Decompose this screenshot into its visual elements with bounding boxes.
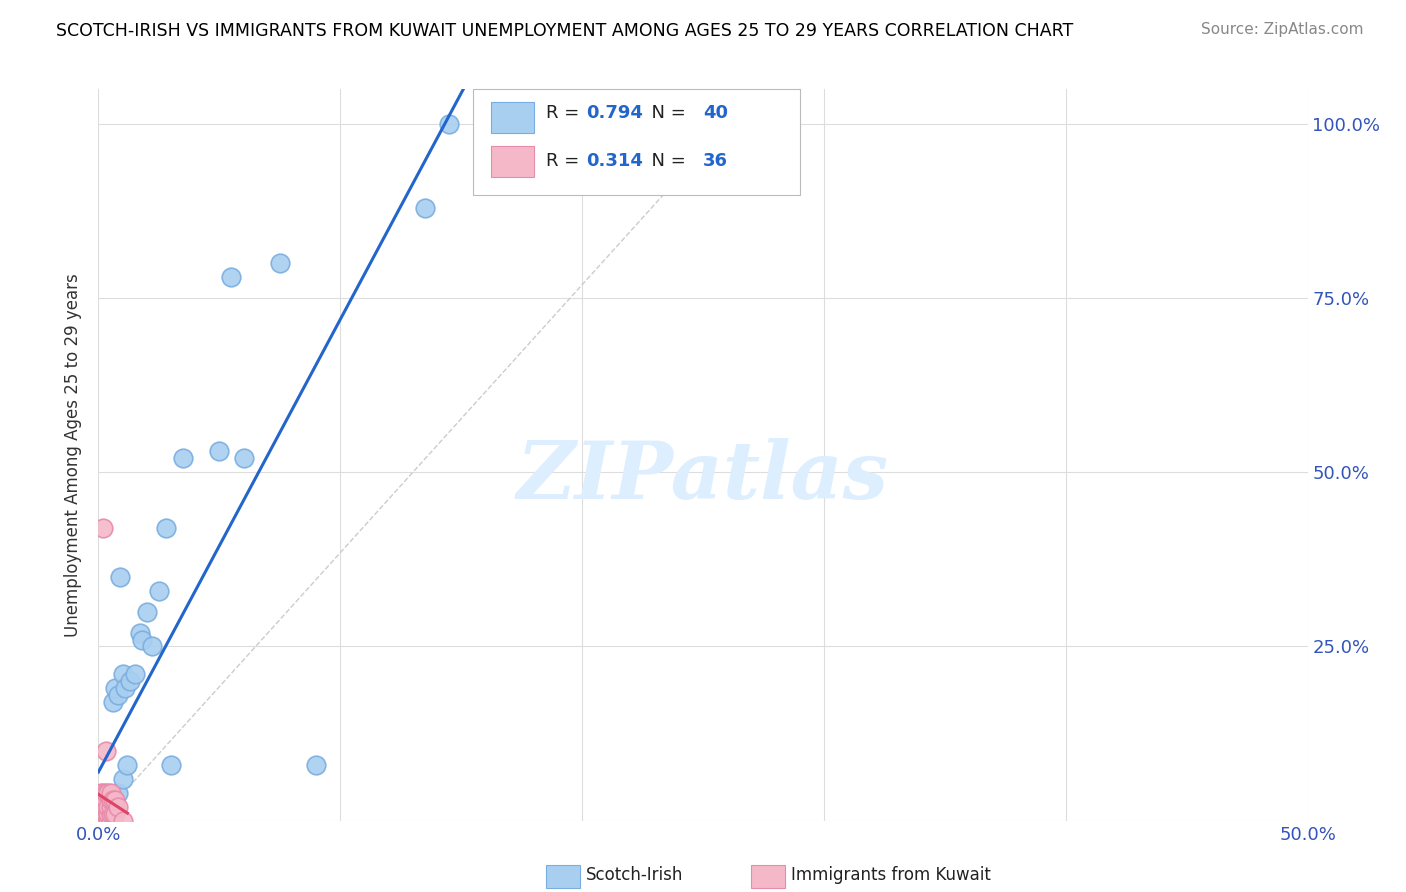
Point bbox=[100, 814, 122, 828]
Point bbox=[87, 814, 110, 828]
Point bbox=[413, 201, 436, 215]
Point bbox=[90, 786, 112, 800]
Point bbox=[91, 786, 114, 800]
Point bbox=[90, 806, 112, 821]
Text: R =: R = bbox=[546, 152, 585, 169]
Point bbox=[104, 681, 127, 696]
Point bbox=[111, 667, 134, 681]
Point bbox=[208, 444, 231, 458]
Point bbox=[114, 681, 136, 696]
Point bbox=[107, 786, 129, 800]
Point bbox=[94, 806, 117, 821]
Text: ZIPatlas: ZIPatlas bbox=[517, 438, 889, 516]
Text: Source: ZipAtlas.com: Source: ZipAtlas.com bbox=[1201, 22, 1364, 37]
Text: N =: N = bbox=[640, 152, 692, 169]
FancyBboxPatch shape bbox=[546, 864, 579, 888]
Point bbox=[104, 793, 127, 807]
FancyBboxPatch shape bbox=[474, 89, 800, 195]
Point bbox=[101, 695, 124, 709]
Text: 36: 36 bbox=[703, 152, 728, 169]
Point bbox=[135, 605, 157, 619]
Point bbox=[232, 451, 254, 466]
Point bbox=[97, 806, 120, 821]
Point bbox=[101, 793, 124, 807]
Text: R =: R = bbox=[546, 104, 585, 122]
Point bbox=[91, 806, 114, 821]
Point bbox=[97, 806, 120, 821]
Point bbox=[107, 688, 129, 702]
Point bbox=[111, 772, 134, 786]
Point bbox=[94, 793, 117, 807]
Point bbox=[131, 632, 153, 647]
Text: 0.794: 0.794 bbox=[586, 104, 643, 122]
Point bbox=[100, 799, 122, 814]
Point bbox=[94, 799, 117, 814]
Point bbox=[90, 814, 112, 828]
Point bbox=[111, 814, 134, 828]
Point bbox=[100, 806, 122, 821]
Text: Scotch-Irish: Scotch-Irish bbox=[586, 866, 683, 885]
Point bbox=[141, 640, 163, 654]
Point bbox=[91, 814, 114, 828]
Text: SCOTCH-IRISH VS IMMIGRANTS FROM KUWAIT UNEMPLOYMENT AMONG AGES 25 TO 29 YEARS CO: SCOTCH-IRISH VS IMMIGRANTS FROM KUWAIT U… bbox=[56, 22, 1074, 40]
Point bbox=[160, 758, 183, 772]
Point bbox=[87, 814, 110, 828]
Point bbox=[104, 806, 127, 821]
Point bbox=[100, 793, 122, 807]
Point bbox=[100, 793, 122, 807]
Point bbox=[117, 758, 139, 772]
Point bbox=[100, 786, 122, 800]
Point bbox=[155, 521, 177, 535]
Point bbox=[94, 806, 117, 821]
Text: N =: N = bbox=[640, 104, 692, 122]
Point bbox=[101, 799, 124, 814]
Point bbox=[94, 814, 117, 828]
Point bbox=[91, 793, 114, 807]
Point bbox=[97, 786, 120, 800]
Point bbox=[91, 521, 114, 535]
Point bbox=[107, 799, 129, 814]
Point bbox=[108, 570, 131, 584]
Point bbox=[101, 806, 124, 821]
Point bbox=[94, 786, 117, 800]
Point bbox=[90, 814, 112, 828]
Point bbox=[437, 117, 460, 131]
Point bbox=[305, 758, 328, 772]
Point bbox=[94, 799, 117, 814]
Point bbox=[97, 799, 120, 814]
Point bbox=[124, 667, 146, 681]
Point bbox=[148, 583, 170, 598]
Text: 0.314: 0.314 bbox=[586, 152, 643, 169]
Point bbox=[91, 799, 114, 814]
Point bbox=[97, 799, 120, 814]
Point bbox=[94, 744, 117, 758]
Point bbox=[128, 625, 150, 640]
Point bbox=[221, 270, 243, 285]
FancyBboxPatch shape bbox=[492, 146, 534, 177]
Point bbox=[87, 806, 110, 821]
Text: 40: 40 bbox=[703, 104, 728, 122]
Point bbox=[269, 256, 291, 270]
Point bbox=[91, 814, 114, 828]
Point bbox=[172, 451, 194, 466]
FancyBboxPatch shape bbox=[751, 864, 785, 888]
Point bbox=[90, 806, 112, 821]
Point bbox=[90, 799, 112, 814]
Point bbox=[100, 814, 122, 828]
Point bbox=[118, 674, 141, 689]
FancyBboxPatch shape bbox=[492, 103, 534, 133]
Point bbox=[90, 814, 112, 828]
Text: Immigrants from Kuwait: Immigrants from Kuwait bbox=[792, 866, 991, 885]
Point bbox=[97, 814, 120, 828]
Point bbox=[94, 814, 117, 828]
Point bbox=[104, 799, 127, 814]
Point bbox=[91, 806, 114, 821]
Point bbox=[87, 799, 110, 814]
Y-axis label: Unemployment Among Ages 25 to 29 years: Unemployment Among Ages 25 to 29 years bbox=[65, 273, 83, 637]
Point bbox=[100, 806, 122, 821]
